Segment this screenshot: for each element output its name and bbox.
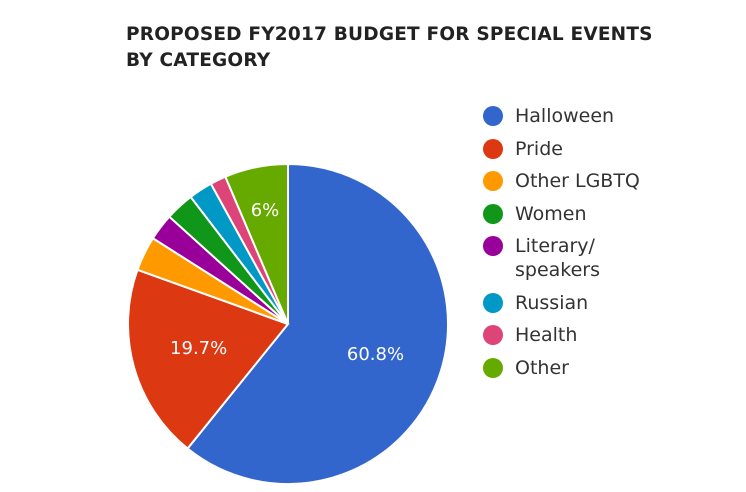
pie-slice-pride (127, 268, 290, 450)
legend-label-other-lgbtq: Other LGBTQ (515, 170, 640, 192)
legend-item-other-lgbtq: Other LGBTQ (483, 169, 640, 193)
legend-label-pride: Pride (515, 137, 563, 160)
slice-label-halloween: 60.8% (347, 344, 404, 365)
chart-title: PROPOSED FY2017 BUDGET FOR SPECIAL EVENT… (126, 22, 686, 74)
legend-swatch-russian (483, 292, 503, 313)
chart-title-line-1: PROPOSED FY2017 BUDGET FOR SPECIAL EVENT… (126, 24, 653, 45)
legend-item-literary-speakers: Literary/ speakers (483, 234, 640, 282)
legend-item-other: Other (483, 356, 640, 380)
legend-swatch-pride (483, 138, 503, 159)
chart-title-line-2: BY CATEGORY (126, 50, 271, 71)
slice-label-pride: 19.7% (170, 338, 227, 359)
legend-item-pride: Pride (483, 137, 640, 161)
legend-label-halloween: Halloween (515, 105, 615, 127)
legend-swatch-health (483, 325, 503, 345)
legend-label-literary-speakers: Literary/ speakers (515, 235, 601, 281)
pie-slice-halloween (186, 162, 449, 485)
legend-swatch-women (483, 203, 503, 224)
legend-item-halloween: Halloween (483, 104, 640, 128)
legend-item-women: Women (483, 202, 640, 226)
legend-label-russian: Russian (515, 291, 589, 314)
legend-item-health: Health (483, 323, 640, 347)
legend-label-other: Other (515, 356, 569, 379)
chart-legend: Halloween Pride Other LGBTQ Women Literary/ … (483, 104, 640, 388)
legend-label-women: Women (515, 202, 587, 225)
slice-label-other: 6% (251, 200, 280, 221)
legend-swatch-other (483, 357, 503, 378)
legend-swatch-other-lgbtq (483, 171, 503, 191)
legend-label-health: Health (515, 324, 578, 346)
legend-item-russian: Russian (483, 291, 640, 315)
legend-swatch-literary-speakers (483, 236, 503, 256)
legend-swatch-halloween (483, 106, 503, 126)
pie-slice-other (224, 162, 289, 325)
